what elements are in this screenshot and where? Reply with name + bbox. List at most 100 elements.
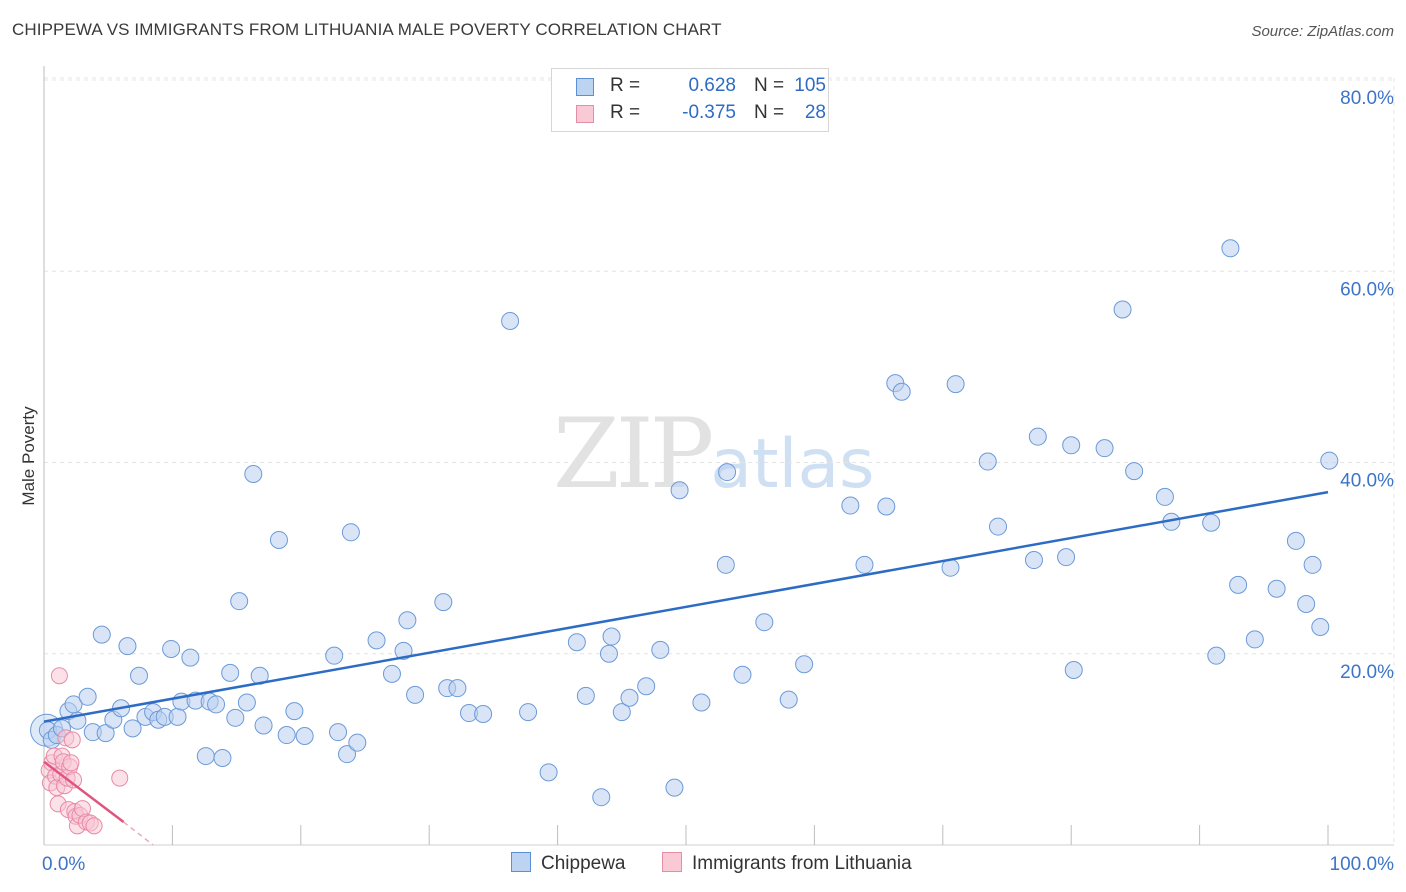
- chippewa-point: [567, 633, 586, 652]
- chippewa-point: [277, 726, 296, 745]
- watermark-atlas: atlas: [710, 425, 875, 504]
- y-tick-label: 40.0%: [1340, 471, 1394, 492]
- chippewa-point: [637, 677, 656, 696]
- chippewa-point: [670, 481, 689, 500]
- chippewa-point: [599, 644, 618, 663]
- chippewa-point: [1202, 513, 1221, 532]
- chippewa-point: [755, 613, 774, 632]
- chippewa-point: [665, 778, 684, 797]
- chippewa-point: [1207, 646, 1226, 665]
- chippewa-point: [892, 382, 911, 401]
- chippewa-point: [576, 686, 595, 705]
- lithuania-trendline: [43, 760, 125, 824]
- chippewa-point: [1057, 548, 1076, 567]
- bottom-legend-swatch-lithuania: [662, 852, 682, 872]
- chippewa-point: [325, 646, 344, 665]
- chippewa-point: [989, 517, 1008, 536]
- chippewa-point: [795, 655, 814, 674]
- grid-lines: [44, 77, 1395, 845]
- legend-r-value: 0.628: [688, 75, 736, 96]
- chippewa-point: [348, 733, 367, 752]
- chippewa-point: [779, 690, 798, 709]
- chart-title: CHIPPEWA VS IMMIGRANTS FROM LITHUANIA MA…: [12, 20, 722, 39]
- chippewa-point: [1311, 617, 1330, 636]
- chippewa-point: [1245, 630, 1264, 649]
- chippewa-point: [226, 708, 245, 727]
- chippewa-point: [196, 747, 215, 766]
- chippewa-point: [230, 592, 249, 611]
- chippewa-point: [1221, 239, 1240, 258]
- chippewa-point: [539, 763, 558, 782]
- y-axis-title: Male Poverty: [19, 406, 38, 506]
- axes: [43, 66, 1394, 846]
- legend-n-value: 28: [804, 102, 826, 123]
- axis-labels: 20.0% 40.0% 60.0% 80.0% 0.0% 100.0% Male Pover…: [19, 88, 1394, 875]
- chippewa-point: [118, 637, 137, 656]
- chippewa-point: [123, 719, 142, 738]
- chippewa-point: [406, 685, 425, 704]
- chippewa-point: [394, 641, 413, 660]
- chippewa-point: [221, 663, 240, 682]
- chippewa-point: [592, 788, 611, 807]
- legend-swatch-lithuania: [576, 105, 594, 123]
- chippewa-point: [1303, 555, 1322, 574]
- chippewa-point: [474, 704, 493, 723]
- chippewa-point: [237, 693, 256, 712]
- chippewa-point: [1125, 462, 1144, 481]
- legend-n-label: N =: [754, 102, 785, 123]
- chippewa-point: [519, 703, 538, 722]
- chippewa-point: [1320, 451, 1339, 470]
- chippewa-point: [244, 464, 263, 483]
- chippewa-point: [733, 665, 752, 684]
- bottom-legend-chippewa: Chippewa: [511, 852, 626, 875]
- chippewa-point: [692, 693, 711, 712]
- chippewa-point: [382, 664, 401, 683]
- chippewa-point: [718, 463, 737, 482]
- chippewa-point: [1155, 487, 1174, 506]
- lithuania-point: [111, 769, 129, 787]
- y-tick-label: 60.0%: [1340, 279, 1394, 300]
- chippewa-point: [448, 679, 467, 698]
- chippewa-point: [130, 666, 149, 685]
- chippewa-trendline: [43, 490, 1329, 723]
- x-tick-label-max: 100.0%: [1330, 854, 1395, 875]
- lithuania-point: [85, 817, 103, 835]
- chippewa-point: [1297, 595, 1316, 614]
- legend-r-value: -0.375: [682, 102, 736, 123]
- chippewa-point: [162, 639, 181, 658]
- chippewa-point: [1113, 300, 1132, 319]
- chippewa-point: [285, 702, 304, 721]
- chippewa-point: [1062, 436, 1081, 455]
- chippewa-point: [716, 555, 735, 574]
- legend-n-value: 105: [794, 75, 826, 96]
- chippewa-point: [168, 707, 187, 726]
- legend-r-label: R =: [610, 102, 641, 123]
- chippewa-point: [367, 631, 386, 650]
- y-tick-label: 80.0%: [1340, 88, 1394, 109]
- chippewa-point: [181, 648, 200, 667]
- lithuania-point: [63, 731, 81, 749]
- chippewa-point: [434, 593, 453, 612]
- chippewa-point: [398, 611, 417, 630]
- lithuania-point: [65, 771, 83, 789]
- stats-legend: R = 0.628 N = 105 R = -0.375 N = 28: [551, 68, 829, 132]
- chippewa-point: [329, 723, 348, 742]
- legend-swatch-chippewa: [576, 78, 594, 96]
- axis-ticks: [171, 825, 1329, 845]
- chippewa-point: [269, 530, 288, 549]
- series-chippewa: [30, 239, 1339, 807]
- chippewa-point: [602, 627, 621, 646]
- bottom-legend-label-chippewa: Chippewa: [541, 853, 626, 874]
- legend-r-label: R =: [610, 75, 641, 96]
- chippewa-point: [92, 625, 111, 644]
- chippewa-point: [501, 311, 520, 330]
- chippewa-point: [295, 726, 314, 745]
- chippewa-point: [620, 688, 639, 707]
- chippewa-point: [96, 724, 115, 743]
- y-tick-label: 20.0%: [1340, 662, 1394, 683]
- chippewa-point: [946, 375, 965, 394]
- chippewa-point: [78, 687, 97, 706]
- chippewa-point: [254, 716, 273, 735]
- chippewa-point: [1286, 531, 1305, 550]
